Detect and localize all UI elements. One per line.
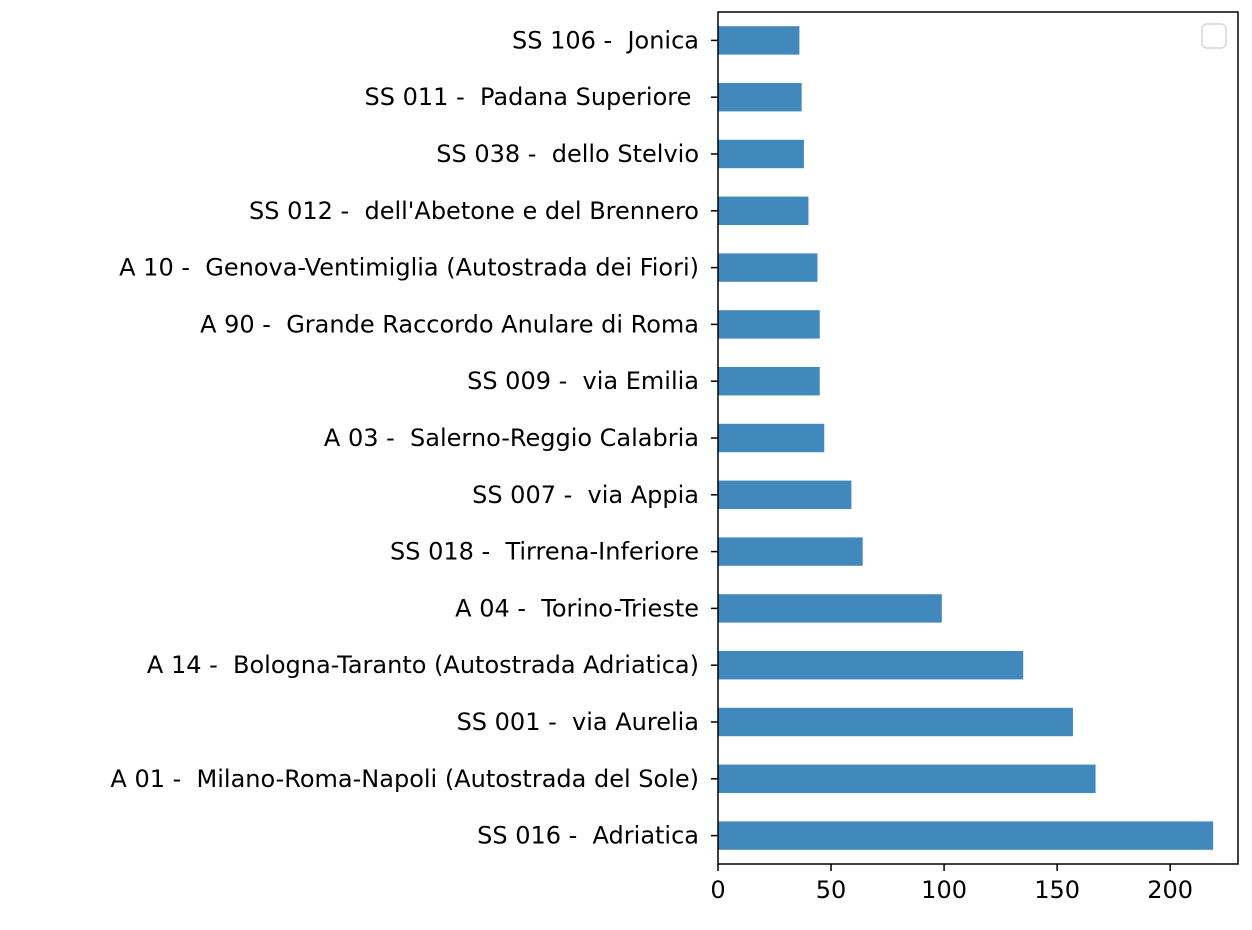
bar xyxy=(718,594,942,623)
legend-box xyxy=(1201,23,1227,49)
category-label: SS 038 - dello Stelvio xyxy=(436,140,699,168)
bar xyxy=(718,139,804,169)
x-tick-label: 200 xyxy=(1147,876,1193,904)
x-axis-ticks: 0 50 100 150 200 xyxy=(710,876,1193,904)
bar xyxy=(718,253,818,282)
category-label: SS 009 - via Emilia xyxy=(467,367,699,395)
category-label: A 90 - Grande Raccordo Anulare di Roma xyxy=(200,310,699,338)
category-label: SS 007 - via Appia xyxy=(472,481,699,509)
bar xyxy=(718,423,825,453)
bar xyxy=(718,537,863,566)
x-tick-label: 50 xyxy=(816,876,847,904)
category-labels: SS 016 - Adriatica A 01 - Milano-Roma-Nap… xyxy=(110,26,699,849)
plot-frame xyxy=(717,11,1239,865)
bar xyxy=(718,480,852,509)
category-label: A 03 - Salerno-Reggio Calabria xyxy=(324,424,699,452)
x-tick-label: 0 xyxy=(710,876,725,904)
category-label: SS 018 - Tirrena-Inferiore xyxy=(390,538,699,566)
bar xyxy=(718,196,809,225)
bar xyxy=(718,651,1024,680)
category-label: SS 016 - Adriatica xyxy=(477,822,699,850)
category-label: A 14 - Bologna-Taranto (Autostrada Adria… xyxy=(147,651,699,679)
bar xyxy=(718,83,802,112)
category-label: SS 011 - Padana Superiore xyxy=(365,83,699,111)
category-label: A 10 - Genova-Ventimiglia (Autostrada de… xyxy=(119,254,699,282)
bar xyxy=(718,707,1073,737)
category-label: SS 106 - Jonica xyxy=(512,26,699,54)
category-label: SS 012 - dell'Abetone e del Brennero xyxy=(249,197,699,225)
bar xyxy=(718,764,1096,793)
bar xyxy=(718,367,820,396)
bar xyxy=(718,310,820,339)
bar xyxy=(718,821,1214,850)
category-label: A 01 - Milano-Roma-Napoli (Autostrada de… xyxy=(110,765,699,793)
x-tick-label: 150 xyxy=(1034,876,1080,904)
bar xyxy=(718,26,800,55)
x-tick-label: 100 xyxy=(921,876,967,904)
category-label: A 04 - Torino-Trieste xyxy=(455,594,699,622)
category-label: SS 001 - via Aurelia xyxy=(457,708,699,736)
bars-layer xyxy=(718,26,1214,850)
legend xyxy=(1201,23,1227,49)
axes-frame xyxy=(711,11,1239,871)
